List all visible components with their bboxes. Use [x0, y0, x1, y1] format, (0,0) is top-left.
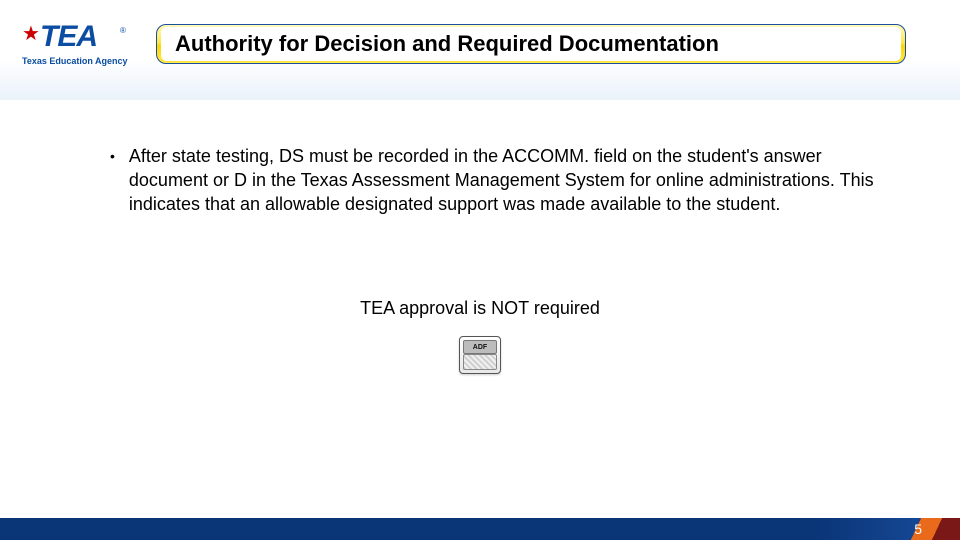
title-inner: Authority for Decision and Required Docu… [161, 27, 901, 61]
icon-screen-label: ADF [463, 340, 497, 354]
icon-keyboard [463, 354, 497, 370]
footer-bar: 5 [0, 518, 960, 540]
icon-wrap: ADF [0, 336, 960, 374]
slide: ★ TEA ® Texas Education Agency Authority… [0, 0, 960, 540]
logo-main-text: TEA [40, 22, 97, 52]
page-number: 5 [914, 521, 922, 537]
footer-accent [900, 518, 960, 540]
header-region: ★ TEA ® Texas Education Agency Authority… [0, 0, 960, 100]
approval-line: TEA approval is NOT required [0, 298, 960, 319]
bullet-text: After state testing, DS must be recorded… [129, 144, 900, 216]
logo-subtext: Texas Education Agency [22, 56, 128, 66]
bullet-icon: • [110, 146, 115, 152]
slide-title: Authority for Decision and Required Docu… [175, 31, 719, 57]
bullet-item: • After state testing, DS must be record… [110, 144, 900, 216]
tea-logo: ★ TEA ® Texas Education Agency [22, 20, 137, 75]
computer-adf-icon: ADF [459, 336, 501, 374]
logo-registered: ® [120, 26, 126, 35]
title-box: Authority for Decision and Required Docu… [156, 24, 906, 64]
star-icon: ★ [22, 24, 40, 44]
